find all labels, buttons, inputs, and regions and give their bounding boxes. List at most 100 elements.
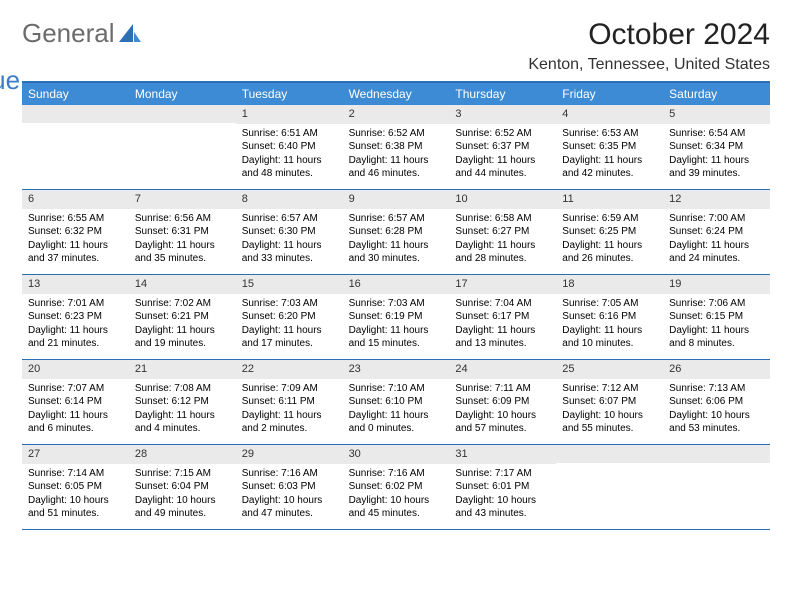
sunrise-line: Sunrise: 7:06 AM xyxy=(669,297,764,311)
sunrise-line: Sunrise: 6:52 AM xyxy=(349,127,444,141)
day-details: Sunrise: 7:00 AMSunset: 6:24 PMDaylight:… xyxy=(663,209,770,271)
daylight-line: Daylight: 11 hours and 24 minutes. xyxy=(669,239,764,266)
calendar-week: 6Sunrise: 6:55 AMSunset: 6:32 PMDaylight… xyxy=(22,190,770,275)
daylight-line: Daylight: 11 hours and 33 minutes. xyxy=(242,239,337,266)
daylight-line: Daylight: 10 hours and 43 minutes. xyxy=(455,494,550,521)
sunrise-line: Sunrise: 6:51 AM xyxy=(242,127,337,141)
sunset-line: Sunset: 6:21 PM xyxy=(135,310,230,324)
day-number: 2 xyxy=(343,105,450,124)
day-details: Sunrise: 7:09 AMSunset: 6:11 PMDaylight:… xyxy=(236,379,343,441)
sunrise-line: Sunrise: 6:52 AM xyxy=(455,127,550,141)
day-number: 9 xyxy=(343,190,450,209)
day-details: Sunrise: 6:51 AMSunset: 6:40 PMDaylight:… xyxy=(236,124,343,186)
day-number: 31 xyxy=(449,445,556,464)
day-number: 27 xyxy=(22,445,129,464)
daylight-line: Daylight: 11 hours and 28 minutes. xyxy=(455,239,550,266)
daylight-line: Daylight: 11 hours and 8 minutes. xyxy=(669,324,764,351)
day-number: 22 xyxy=(236,360,343,379)
calendar-day: 6Sunrise: 6:55 AMSunset: 6:32 PMDaylight… xyxy=(22,190,129,274)
sunset-line: Sunset: 6:20 PM xyxy=(242,310,337,324)
sunrise-line: Sunrise: 6:53 AM xyxy=(562,127,657,141)
sunset-line: Sunset: 6:34 PM xyxy=(669,140,764,154)
day-number: 12 xyxy=(663,190,770,209)
logo-text-blue: Blue xyxy=(0,67,85,93)
sunrise-line: Sunrise: 6:54 AM xyxy=(669,127,764,141)
calendar-day: 15Sunrise: 7:03 AMSunset: 6:20 PMDayligh… xyxy=(236,275,343,359)
calendar-day: 14Sunrise: 7:02 AMSunset: 6:21 PMDayligh… xyxy=(129,275,236,359)
weekday-label: Thursday xyxy=(449,83,556,105)
calendar-day: 13Sunrise: 7:01 AMSunset: 6:23 PMDayligh… xyxy=(22,275,129,359)
calendar-day: 29Sunrise: 7:16 AMSunset: 6:03 PMDayligh… xyxy=(236,445,343,529)
daylight-line: Daylight: 11 hours and 10 minutes. xyxy=(562,324,657,351)
day-details: Sunrise: 6:54 AMSunset: 6:34 PMDaylight:… xyxy=(663,124,770,186)
daylight-line: Daylight: 11 hours and 30 minutes. xyxy=(349,239,444,266)
day-details: Sunrise: 7:15 AMSunset: 6:04 PMDaylight:… xyxy=(129,464,236,526)
calendar-day: 10Sunrise: 6:58 AMSunset: 6:27 PMDayligh… xyxy=(449,190,556,274)
day-number xyxy=(129,105,236,123)
day-details: Sunrise: 6:58 AMSunset: 6:27 PMDaylight:… xyxy=(449,209,556,271)
day-number: 26 xyxy=(663,360,770,379)
calendar-day: 5Sunrise: 6:54 AMSunset: 6:34 PMDaylight… xyxy=(663,105,770,189)
day-number: 3 xyxy=(449,105,556,124)
calendar-day: 30Sunrise: 7:16 AMSunset: 6:02 PMDayligh… xyxy=(343,445,450,529)
title-block: October 2024 Kenton, Tennessee, United S… xyxy=(528,18,770,74)
day-details: Sunrise: 7:17 AMSunset: 6:01 PMDaylight:… xyxy=(449,464,556,526)
sunrise-line: Sunrise: 7:15 AM xyxy=(135,467,230,481)
daylight-line: Daylight: 10 hours and 57 minutes. xyxy=(455,409,550,436)
day-details: Sunrise: 7:03 AMSunset: 6:19 PMDaylight:… xyxy=(343,294,450,356)
sunrise-line: Sunrise: 6:58 AM xyxy=(455,212,550,226)
daylight-line: Daylight: 10 hours and 55 minutes. xyxy=(562,409,657,436)
daylight-line: Daylight: 11 hours and 2 minutes. xyxy=(242,409,337,436)
calendar-day-empty xyxy=(129,105,236,189)
day-number: 29 xyxy=(236,445,343,464)
weekday-label: Tuesday xyxy=(236,83,343,105)
calendar-day: 11Sunrise: 6:59 AMSunset: 6:25 PMDayligh… xyxy=(556,190,663,274)
day-details: Sunrise: 6:57 AMSunset: 6:28 PMDaylight:… xyxy=(343,209,450,271)
day-details: Sunrise: 7:14 AMSunset: 6:05 PMDaylight:… xyxy=(22,464,129,526)
day-number xyxy=(22,105,129,123)
sunset-line: Sunset: 6:07 PM xyxy=(562,395,657,409)
calendar-day: 19Sunrise: 7:06 AMSunset: 6:15 PMDayligh… xyxy=(663,275,770,359)
calendar-day: 8Sunrise: 6:57 AMSunset: 6:30 PMDaylight… xyxy=(236,190,343,274)
sunset-line: Sunset: 6:01 PM xyxy=(455,480,550,494)
day-number: 20 xyxy=(22,360,129,379)
calendar-day: 1Sunrise: 6:51 AMSunset: 6:40 PMDaylight… xyxy=(236,105,343,189)
sunrise-line: Sunrise: 7:16 AM xyxy=(242,467,337,481)
sunrise-line: Sunrise: 7:11 AM xyxy=(455,382,550,396)
day-details: Sunrise: 6:59 AMSunset: 6:25 PMDaylight:… xyxy=(556,209,663,271)
daylight-line: Daylight: 11 hours and 19 minutes. xyxy=(135,324,230,351)
daylight-line: Daylight: 10 hours and 45 minutes. xyxy=(349,494,444,521)
calendar-day: 2Sunrise: 6:52 AMSunset: 6:38 PMDaylight… xyxy=(343,105,450,189)
day-details: Sunrise: 7:03 AMSunset: 6:20 PMDaylight:… xyxy=(236,294,343,356)
calendar-day: 9Sunrise: 6:57 AMSunset: 6:28 PMDaylight… xyxy=(343,190,450,274)
sunset-line: Sunset: 6:28 PM xyxy=(349,225,444,239)
calendar-day: 31Sunrise: 7:17 AMSunset: 6:01 PMDayligh… xyxy=(449,445,556,529)
sunrise-line: Sunrise: 6:55 AM xyxy=(28,212,123,226)
daylight-line: Daylight: 11 hours and 42 minutes. xyxy=(562,154,657,181)
sunset-line: Sunset: 6:25 PM xyxy=(562,225,657,239)
day-number: 18 xyxy=(556,275,663,294)
day-number: 25 xyxy=(556,360,663,379)
sunset-line: Sunset: 6:09 PM xyxy=(455,395,550,409)
calendar-day: 20Sunrise: 7:07 AMSunset: 6:14 PMDayligh… xyxy=(22,360,129,444)
sunset-line: Sunset: 6:11 PM xyxy=(242,395,337,409)
day-details: Sunrise: 7:06 AMSunset: 6:15 PMDaylight:… xyxy=(663,294,770,356)
day-details: Sunrise: 7:11 AMSunset: 6:09 PMDaylight:… xyxy=(449,379,556,441)
calendar-week: 20Sunrise: 7:07 AMSunset: 6:14 PMDayligh… xyxy=(22,360,770,445)
day-details: Sunrise: 7:16 AMSunset: 6:02 PMDaylight:… xyxy=(343,464,450,526)
sunrise-line: Sunrise: 6:57 AM xyxy=(242,212,337,226)
day-number: 13 xyxy=(22,275,129,294)
daylight-line: Daylight: 10 hours and 47 minutes. xyxy=(242,494,337,521)
calendar-day: 12Sunrise: 7:00 AMSunset: 6:24 PMDayligh… xyxy=(663,190,770,274)
sunrise-line: Sunrise: 7:00 AM xyxy=(669,212,764,226)
sunset-line: Sunset: 6:38 PM xyxy=(349,140,444,154)
daylight-line: Daylight: 11 hours and 37 minutes. xyxy=(28,239,123,266)
day-number: 23 xyxy=(343,360,450,379)
day-details: Sunrise: 7:13 AMSunset: 6:06 PMDaylight:… xyxy=(663,379,770,441)
calendar-day-empty xyxy=(22,105,129,189)
sunrise-line: Sunrise: 7:04 AM xyxy=(455,297,550,311)
sunset-line: Sunset: 6:27 PM xyxy=(455,225,550,239)
day-details: Sunrise: 6:56 AMSunset: 6:31 PMDaylight:… xyxy=(129,209,236,271)
sunset-line: Sunset: 6:12 PM xyxy=(135,395,230,409)
logo: General Blue xyxy=(22,18,141,75)
